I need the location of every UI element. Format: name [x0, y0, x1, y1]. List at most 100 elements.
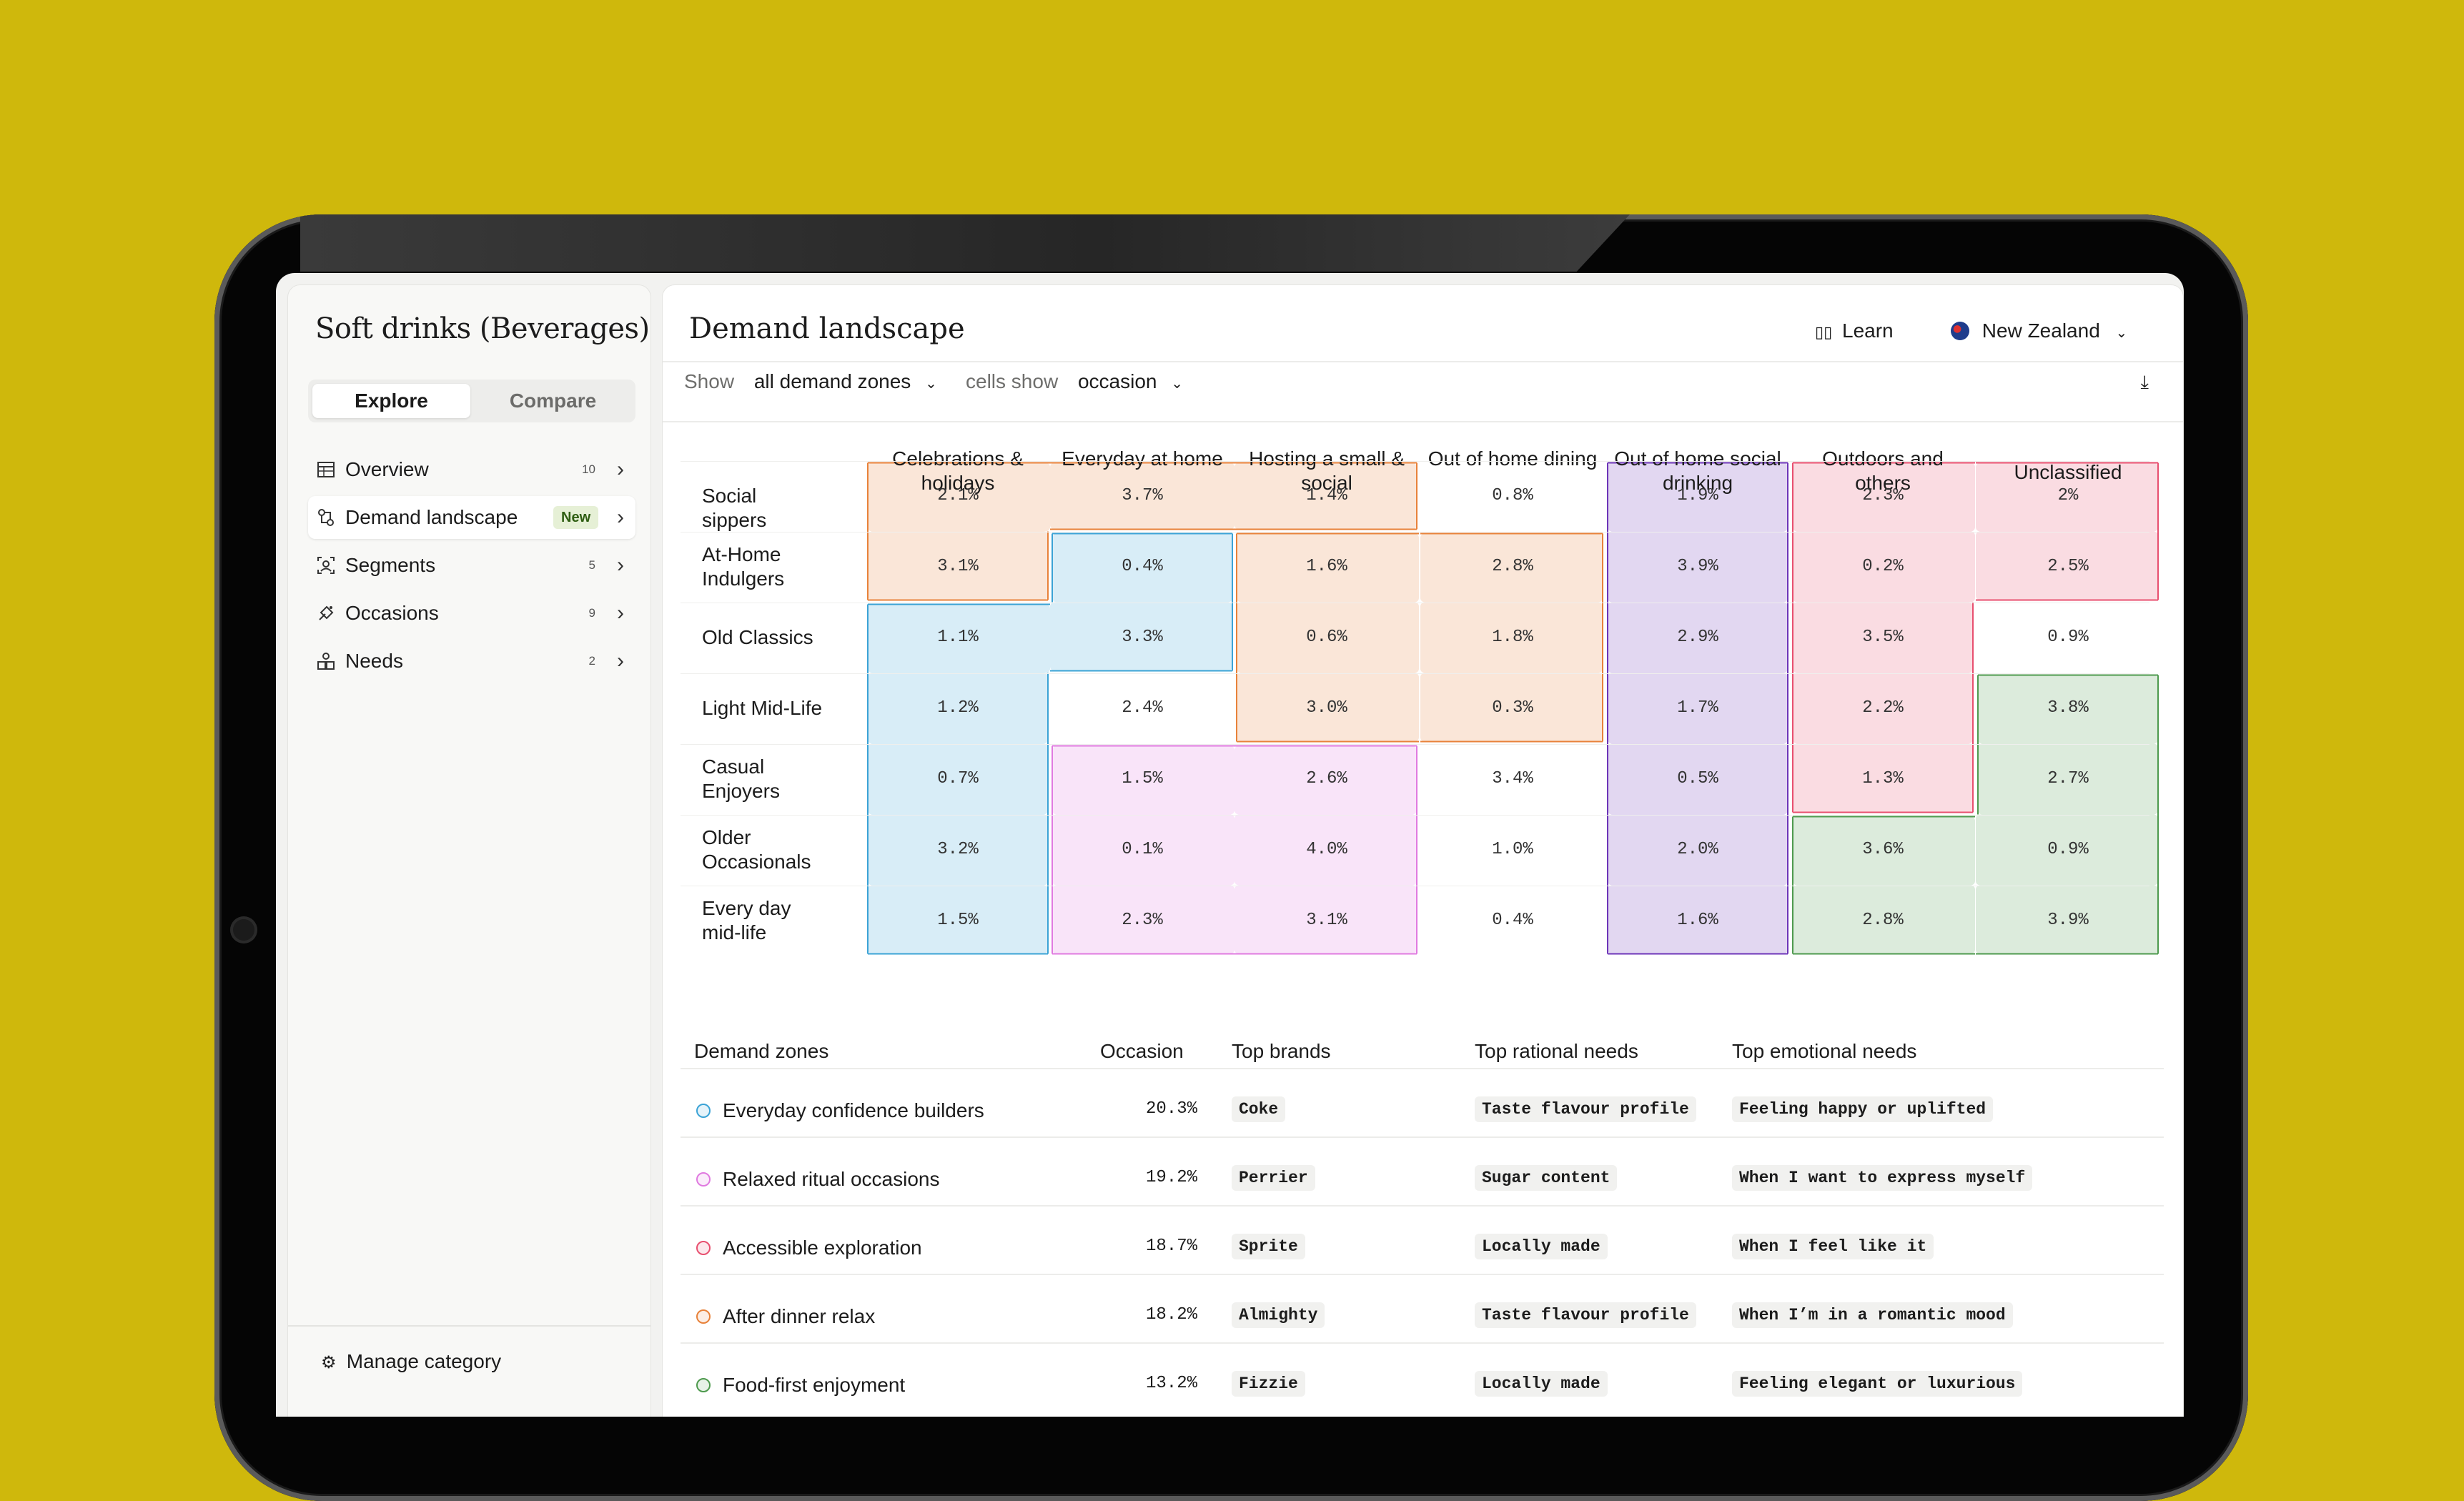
emotional-need-pill: When I’m in a romantic mood [1732, 1302, 2013, 1328]
tab-explore[interactable]: Explore [312, 384, 470, 418]
zone-cell-fill [868, 743, 1048, 815]
zone-name[interactable]: Accessible exploration [723, 1237, 922, 1259]
grid-cell: 0.4% [1122, 557, 1163, 576]
zone-cell-fill [1976, 885, 2158, 954]
zone-cell-fill [1237, 602, 1419, 673]
zone-cell-fill [1608, 673, 1788, 744]
screen-glare [300, 214, 1630, 272]
sidebar-item-segments[interactable]: Segments 5 › [308, 544, 635, 587]
emotional-need-pill: When I feel like it [1732, 1234, 1934, 1259]
zone-cell-fill [1052, 885, 1235, 954]
grid-row-divider [681, 460, 2149, 462]
zone-cell-fill [1420, 673, 1603, 742]
grid-cell: 1.4% [1306, 486, 1347, 505]
zone-cell-fill [1978, 743, 2158, 815]
grid-cell: 0.8% [1492, 486, 1533, 505]
zone-cell-fill [868, 814, 1048, 886]
zone-color-dot [696, 1241, 711, 1255]
grid-row-header: Social sippers [702, 485, 767, 531]
zone-cell-fill [1237, 673, 1419, 742]
grid-column-header: Everyday at home [1062, 447, 1223, 470]
zone-occasion: 18.7% [1145, 1237, 1197, 1256]
grid-cell: 3.4% [1492, 769, 1533, 788]
zone-cell-fill [1976, 531, 2158, 600]
grid-cell: 3.8% [2047, 698, 2089, 718]
col-header-emotional: Top emotional needs [1732, 1040, 1917, 1062]
grid-row-header: Every day mid-life [702, 897, 791, 943]
grid-cell: 0.6% [1306, 628, 1347, 647]
sidebar-item-demand-landscape[interactable]: Demand landscape New › [308, 496, 635, 539]
demand-zone-overlay [867, 462, 2159, 955]
grid-cell: 1.6% [1677, 911, 1718, 930]
grid-cell: 3.7% [1122, 486, 1163, 505]
grid-cell: 0.3% [1492, 698, 1533, 718]
grid-cell: 3.6% [1862, 840, 1904, 859]
grid-cell: 0.1% [1122, 840, 1163, 859]
manage-category-button[interactable]: ⚙ Manage category [321, 1347, 501, 1377]
zone-cell-fill [1235, 885, 1417, 954]
demand-zone-shape [1792, 462, 2159, 813]
grid-row-header: Casual Enjoyers [702, 756, 780, 802]
sidebar-item-needs[interactable]: Needs 2 › [308, 640, 635, 683]
grid-cell: 0.7% [937, 769, 979, 788]
brand-pill: Coke [1232, 1096, 1286, 1122]
zone-cell-fill [1420, 602, 1603, 673]
zone-name[interactable]: Food-first enjoyment [723, 1374, 906, 1396]
zone-name[interactable]: Relaxed ritual occasions [723, 1168, 940, 1190]
zone-cell-fill [1793, 816, 1975, 886]
zone-cell-fill [868, 531, 1048, 600]
table-row-divider [681, 1068, 2164, 1069]
country-select[interactable]: New Zealand ⌄ [1951, 317, 2127, 347]
learn-button[interactable]: ▯▯ Learn [1815, 319, 1894, 342]
zone-color-dot [696, 1378, 711, 1392]
sidebar: Soft drinks (Beverages) Explore Compare … [287, 284, 651, 1417]
table-icon [317, 462, 335, 477]
flag-icon [1951, 322, 1969, 340]
col-header-brands: Top brands [1232, 1040, 1331, 1062]
zone-cell-fill [1793, 462, 1975, 532]
zone-cell-fill [1235, 745, 1417, 815]
grid-cell: 1.5% [937, 911, 979, 930]
grid-cell: 1.2% [937, 698, 979, 718]
camera-dot [230, 916, 257, 943]
zone-cell-fill [1608, 814, 1788, 886]
zone-name[interactable]: Everyday confidence builders [723, 1099, 984, 1121]
grid-cell: 2.6% [1306, 769, 1347, 788]
count-badge: 5 [588, 558, 595, 572]
sidebar-item-label: Segments [345, 554, 436, 576]
grid-cell: 2.0% [1677, 840, 1718, 859]
sidebar-item-occasions[interactable]: Occasions 9 › [308, 592, 635, 635]
gear-icon: ⚙ [321, 1353, 337, 1372]
grid-cell: 3.5% [1862, 628, 1904, 647]
zone-name[interactable]: After dinner relax [723, 1305, 876, 1327]
zone-cell-fill [1608, 462, 1788, 532]
table-row-divider [681, 1274, 2164, 1275]
chevron-right-icon: › [617, 553, 624, 577]
zone-cell-fill [868, 462, 1050, 532]
book-icon: ▯▯ [1815, 323, 1833, 341]
app-screen: Soft drinks (Beverages) Explore Compare … [276, 273, 2184, 1417]
grid-cell: 2.3% [1862, 486, 1904, 505]
zone-cell-fill [1608, 602, 1788, 673]
zone-cell-fill [1608, 885, 1788, 954]
zone-cell-fill [868, 673, 1048, 744]
grid-cell: 1.6% [1306, 557, 1347, 576]
grid-column-header: Hosting a small & social [1249, 447, 1405, 494]
grid-cell: 2% [2057, 486, 2079, 505]
chevron-right-icon: › [617, 649, 624, 673]
zone-color-dot [696, 1104, 711, 1118]
zone-cell-fill [1420, 533, 1603, 603]
sidebar-divider [288, 1325, 650, 1327]
show-filter[interactable]: Show all demand zones ⌄ [684, 370, 937, 392]
grid-cell: 2.2% [1862, 698, 1904, 718]
brand-pill: Almighty [1232, 1302, 1325, 1328]
cells-show-filter[interactable]: cells show occasion ⌄ [966, 370, 1184, 392]
tab-compare[interactable]: Compare [509, 390, 597, 412]
col-header-zones: Demand zones [694, 1040, 829, 1062]
download-icon[interactable]: ⤓ [2140, 371, 2149, 392]
zone-cell-fill [1235, 462, 1417, 530]
zone-occasion: 19.2% [1145, 1168, 1197, 1187]
sidebar-item-overview[interactable]: Overview 10 › [308, 448, 635, 491]
col-header-occasion: Occasion [1100, 1040, 1184, 1062]
grid-cell: 2.9% [1677, 628, 1718, 647]
